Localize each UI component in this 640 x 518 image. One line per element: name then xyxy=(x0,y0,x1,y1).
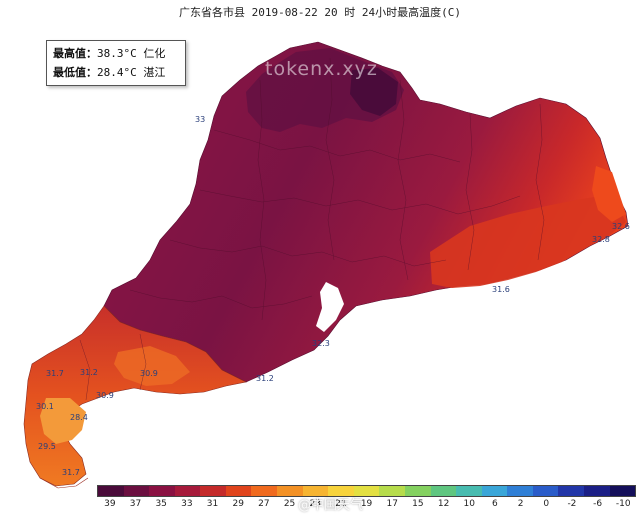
colorbar-swatch xyxy=(456,486,482,496)
temperature-label: 31.7 xyxy=(46,369,64,378)
colorbar-swatch xyxy=(174,486,201,496)
temperature-label: 29.5 xyxy=(38,442,56,451)
max-row: 最高值：38.3°C 仁化 xyxy=(53,44,179,63)
northern-hot-core xyxy=(246,48,404,132)
min-value: 28.4°C 湛江 xyxy=(97,66,166,79)
colorbar-tick-label: 31 xyxy=(206,499,219,509)
leizhou-peninsula-cool xyxy=(40,398,86,444)
temperature-label: 32.8 xyxy=(592,235,610,244)
colorbar-tick-label: 39 xyxy=(104,499,116,509)
colorbar-swatch xyxy=(277,486,303,496)
colorbar-swatch xyxy=(200,486,226,496)
min-row: 最低值：28.4°C 湛江 xyxy=(53,63,179,82)
province-main-region xyxy=(103,41,629,383)
colorbar-tick-label: 19 xyxy=(360,499,373,509)
temperature-labels: 33 32.632.8 31.6 32.3 31.2 31.7 31.2 30.9 30.9 30… xyxy=(36,115,630,477)
colorbar-tick-label: 23 xyxy=(309,499,321,509)
colorbar-swatch xyxy=(558,486,584,496)
colorbar-tick-label: 33 xyxy=(181,499,193,509)
colorbar-swatch xyxy=(98,486,124,496)
colorbar-swatch xyxy=(481,486,508,496)
renhua-max-core xyxy=(350,68,398,116)
colorbar-tick-label: 6 xyxy=(492,499,498,509)
colorbar-tick-label: 15 xyxy=(412,499,424,509)
hainan-strait-coast xyxy=(39,477,89,489)
colorbar-swatch xyxy=(583,486,610,496)
colorbar-tick-label: -6 xyxy=(593,499,603,509)
colorbar-tick-label: -2 xyxy=(567,499,577,509)
temperature-label: 28.4 xyxy=(70,413,88,422)
colorbar-tick-label: 2 xyxy=(517,499,524,509)
colorbar-swatch xyxy=(609,486,636,496)
page-title: 广东省各市县 2019-08-22 20 时 24小时最高温度(C) xyxy=(178,6,462,19)
colorbar-tick-label: 10 xyxy=(463,499,475,509)
colorbar-tick-label: 35 xyxy=(155,499,167,509)
colorbar-swatch xyxy=(430,486,457,496)
max-label: 最高值： xyxy=(53,47,97,60)
colorbar-swatch xyxy=(225,486,252,496)
colorbar-swatch xyxy=(404,486,431,496)
min-label: 最低值： xyxy=(53,66,97,79)
temperature-label: 31.2 xyxy=(80,368,98,377)
temperature-label: 30.9 xyxy=(96,391,114,400)
colorbar-swatch xyxy=(507,486,533,496)
colorbar-tick-label: 27 xyxy=(258,499,270,509)
colorbar-tick-label: 29 xyxy=(232,499,244,509)
colorbar-ticks: 39 37 35 33 31 29 27 25 23 21 19 17 15 12 10 6 2 0 -2 -6 -10 xyxy=(97,499,636,513)
max-value: 38.3°C 仁化 xyxy=(97,47,166,60)
colorbar-swatch xyxy=(149,486,175,496)
watermark-text: tokenx.xyz xyxy=(265,58,378,80)
colorbar-tick-label: 37 xyxy=(129,499,142,509)
colorbar-swatch xyxy=(302,486,329,496)
colorbar-swatch xyxy=(379,486,405,496)
colorbar-swatch xyxy=(123,486,150,496)
colorbar-swatch xyxy=(532,486,559,496)
temperature-label: 31.7 xyxy=(62,468,80,477)
colorbar-swatch xyxy=(251,486,278,496)
stats-box: 最高值：38.3°C 仁化 最低值：28.4°C 湛江 xyxy=(46,40,186,86)
pearl-river-estuary xyxy=(316,282,344,332)
colorbar-tick-label: 0 xyxy=(543,499,550,509)
temperature-label: 31.2 xyxy=(256,374,274,383)
colorbar-tick-label: 12 xyxy=(437,499,450,509)
colorbar-tick-label: 17 xyxy=(386,499,398,509)
colorbar-swatch xyxy=(328,486,354,496)
temperature-label: 33 xyxy=(195,115,205,124)
colorbar-tick-label: 21 xyxy=(335,499,347,509)
temperature-label: 30.9 xyxy=(140,369,158,378)
east-coast-region xyxy=(430,196,626,288)
temperature-label: 30.1 xyxy=(36,402,54,411)
temperature-label: 32.6 xyxy=(612,222,630,231)
temperature-colorbar xyxy=(97,485,636,497)
colorbar-tick-label: 25 xyxy=(283,499,296,509)
colorbar-tick-label: -10 xyxy=(615,499,631,509)
weibo-watermark: @中国天气 xyxy=(298,498,364,513)
east-coast-hot-spot xyxy=(592,166,626,222)
colorbar-swatch xyxy=(353,486,380,496)
western-cooler-patch xyxy=(114,346,190,386)
county-boundaries xyxy=(79,57,545,401)
temperature-label: 32.3 xyxy=(312,339,330,348)
temperature-label: 31.6 xyxy=(492,285,510,294)
